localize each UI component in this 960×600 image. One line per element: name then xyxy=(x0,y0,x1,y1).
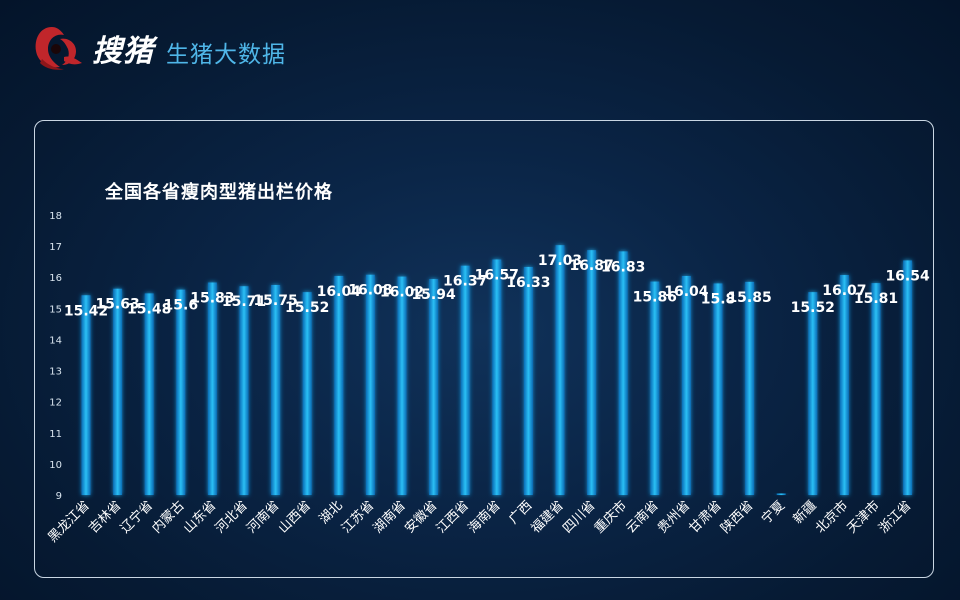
data-label: 15.83 xyxy=(190,291,234,307)
bar xyxy=(618,251,628,495)
x-tick-label: 内蒙古 xyxy=(149,498,188,537)
data-label: 15.85 xyxy=(727,290,771,306)
bar xyxy=(302,292,312,495)
header: 搜猪 生猪大数据 xyxy=(30,18,286,78)
x-tick-label: 宁夏 xyxy=(758,498,788,528)
data-label: 16.04 xyxy=(664,284,709,300)
bar xyxy=(460,265,470,495)
bars-group xyxy=(81,245,913,495)
bar xyxy=(176,289,186,495)
x-tick-label: 福建省 xyxy=(529,498,567,536)
bar xyxy=(271,285,281,495)
x-tick-label: 天津市 xyxy=(844,498,883,537)
bar xyxy=(207,282,217,495)
bar xyxy=(334,275,344,495)
y-tick-label: 16 xyxy=(49,273,62,284)
data-label: 15.63 xyxy=(95,297,139,313)
x-tick-label: 江苏省 xyxy=(338,498,377,537)
data-label: 15.52 xyxy=(285,300,329,316)
x-tick-label: 安徽省 xyxy=(402,498,440,536)
data-label: 15.52 xyxy=(791,300,835,316)
bar xyxy=(745,281,755,495)
x-tick-label: 山东省 xyxy=(181,498,219,536)
y-tick-label: 10 xyxy=(49,460,62,471)
y-tick-label: 17 xyxy=(49,242,62,253)
brand-subtitle: 生猪大数据 xyxy=(166,42,286,68)
data-label: 15.42 xyxy=(64,303,108,319)
brand-name: 搜猪 xyxy=(92,34,154,69)
bar xyxy=(492,259,502,495)
x-tick-label: 重庆市 xyxy=(591,498,630,537)
bar xyxy=(239,286,249,495)
x-tick-label: 山西省 xyxy=(276,498,314,536)
data-label: 15.8 xyxy=(701,291,736,307)
data-label: 15.86 xyxy=(633,290,677,306)
x-tick-label: 陕西省 xyxy=(718,498,756,536)
bar xyxy=(81,295,91,495)
data-label: 15.94 xyxy=(411,287,456,303)
x-tick-label: 甘肃省 xyxy=(687,498,725,536)
bar xyxy=(903,260,913,495)
data-label: 16.02 xyxy=(380,285,424,301)
data-label: 16.08 xyxy=(348,283,392,299)
x-tick-label: 北京市 xyxy=(812,498,851,537)
data-label: 16.54 xyxy=(885,268,930,284)
x-tick-label: 贵州省 xyxy=(655,498,693,536)
y-tick-label: 11 xyxy=(49,429,62,440)
bar xyxy=(429,279,439,495)
x-tick-label: 河南省 xyxy=(244,498,283,537)
x-tick-label: 云南省 xyxy=(623,498,662,537)
data-label: 17.03 xyxy=(538,253,582,269)
x-tick-label: 海南省 xyxy=(465,498,504,537)
bar xyxy=(397,276,407,495)
logo-icon xyxy=(35,27,82,70)
x-tick-label: 黑龙江省 xyxy=(45,498,92,545)
bar xyxy=(839,275,849,495)
y-tick-label: 18 xyxy=(49,211,62,222)
y-tick-label: 14 xyxy=(49,335,62,346)
data-label: 15.48 xyxy=(127,301,171,317)
bar xyxy=(113,288,123,495)
data-label: 15.81 xyxy=(854,291,898,307)
bar xyxy=(365,274,375,495)
data-label: 16.33 xyxy=(506,275,550,291)
bar xyxy=(808,292,818,495)
data-label: 15.6 xyxy=(164,298,199,314)
bar xyxy=(681,275,691,495)
chart-panel xyxy=(34,120,934,578)
bar xyxy=(776,493,786,495)
data-label: 16.83 xyxy=(601,259,645,275)
data-label: 16.04 xyxy=(317,284,362,300)
x-tick-label: 四川省 xyxy=(560,498,598,536)
x-tick-label: 辽宁省 xyxy=(117,498,156,537)
data-label: 16.07 xyxy=(822,283,866,299)
y-tick-label: 13 xyxy=(49,367,62,378)
x-tick-label: 浙江省 xyxy=(876,498,914,536)
data-label: 16.37 xyxy=(443,274,487,290)
data-label: 15.71 xyxy=(222,294,266,310)
data-labels-group: 15.4215.6315.4815.615.8315.7115.7515.521… xyxy=(64,253,930,319)
x-tick-label: 河北省 xyxy=(213,498,251,536)
chart-title: 全国各省瘦肉型猪出栏价格 xyxy=(105,182,333,203)
y-tick-label: 12 xyxy=(49,398,62,409)
bar xyxy=(713,283,723,495)
x-tick-label: 湖南省 xyxy=(370,498,409,537)
bar xyxy=(523,266,533,495)
y-tick-label: 15 xyxy=(49,304,62,315)
bar xyxy=(555,245,565,495)
bar xyxy=(871,283,881,495)
y-axis: 9 10 11 12 13 14 15 16 17 18 xyxy=(49,211,62,502)
y-tick-label: 9 xyxy=(56,491,62,502)
bar xyxy=(650,281,660,495)
data-label: 15.75 xyxy=(253,293,297,309)
x-tick-label: 江西省 xyxy=(434,498,472,536)
x-tick-label: 吉林省 xyxy=(86,498,124,536)
bar xyxy=(144,293,154,495)
data-label: 16.87 xyxy=(569,258,613,274)
bar xyxy=(587,250,597,495)
data-label: 16.57 xyxy=(475,267,519,283)
